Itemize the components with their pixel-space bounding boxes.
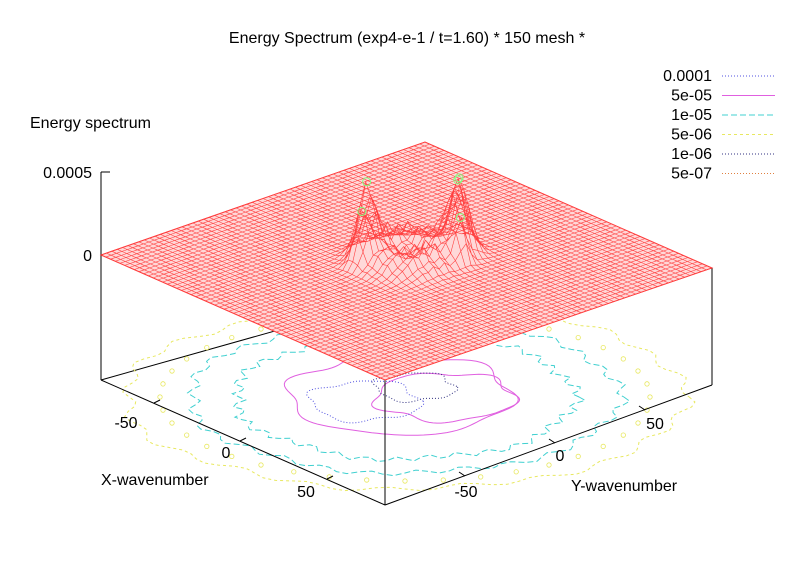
contour-island bbox=[635, 368, 641, 374]
contour-island bbox=[635, 420, 641, 426]
legend-label: 5e-06 bbox=[671, 127, 712, 144]
y-axis-label: Y-wavenumber bbox=[571, 478, 678, 495]
contour-island bbox=[229, 453, 235, 459]
surface-peak-tip bbox=[453, 175, 463, 185]
legend-label: 1e-05 bbox=[671, 107, 712, 124]
contour-island bbox=[620, 356, 626, 362]
contour-island bbox=[644, 381, 650, 387]
contour-island bbox=[204, 443, 210, 449]
contour-island bbox=[546, 462, 552, 468]
contour-island bbox=[478, 474, 484, 480]
surface-peak-tip bbox=[455, 213, 465, 222]
y-axis-tick bbox=[458, 471, 466, 477]
y-tick-label: 0 bbox=[556, 448, 565, 465]
contour-0.0001 bbox=[306, 380, 425, 424]
base-front-right-edge bbox=[384, 384, 713, 506]
x-axis-tick bbox=[153, 399, 161, 404]
contour-island bbox=[620, 432, 626, 438]
contour-island bbox=[546, 326, 552, 332]
contour-island bbox=[169, 368, 175, 374]
contour-island bbox=[513, 469, 519, 475]
surface-peak-tip bbox=[357, 206, 367, 216]
contour-5e-05 bbox=[283, 351, 519, 436]
box-front-frame bbox=[100, 268, 713, 506]
contour-island bbox=[291, 469, 297, 475]
chart-title: Energy Spectrum (exp4-e-1 / t=1.60) * 15… bbox=[229, 30, 585, 47]
contour-island bbox=[258, 462, 264, 468]
contour-island bbox=[184, 356, 190, 362]
x-axis-tick bbox=[239, 437, 247, 442]
legend-label: 1e-06 bbox=[671, 146, 712, 163]
z-tick-label: 0 bbox=[83, 248, 92, 265]
contour-island bbox=[647, 394, 653, 400]
base-front-left-edge bbox=[100, 379, 386, 506]
legend: 0.0001 5e-05 1e-05 5e-06 1e-06 5e-07 bbox=[663, 68, 775, 183]
z-axis-label: Energy spectrum bbox=[30, 115, 151, 132]
legend-label: 0.0001 bbox=[663, 68, 712, 85]
x-tick-label: -50 bbox=[114, 415, 137, 432]
x-axis-label: X-wavenumber bbox=[101, 472, 209, 489]
contour-island bbox=[169, 420, 175, 426]
contour-island bbox=[204, 344, 210, 351]
y-axis-tick bbox=[638, 405, 646, 411]
contour-island bbox=[160, 407, 166, 413]
contour-island bbox=[600, 443, 606, 449]
surface-peak-tip bbox=[362, 177, 372, 187]
contour-island bbox=[258, 326, 264, 332]
contour-island bbox=[364, 477, 370, 483]
x-axis-tick bbox=[326, 475, 334, 480]
contour-island bbox=[160, 381, 166, 387]
contour-island bbox=[402, 478, 408, 484]
legend-label: 5e-05 bbox=[671, 88, 712, 105]
y-axis-tick bbox=[548, 438, 556, 444]
y-tick-label: -50 bbox=[454, 484, 477, 501]
surface-mesh bbox=[100, 141, 713, 381]
contour-island bbox=[575, 334, 581, 341]
contour-island bbox=[440, 477, 446, 483]
x-tick-label: 50 bbox=[297, 484, 315, 501]
contour-island bbox=[229, 334, 235, 341]
contour-island bbox=[600, 344, 606, 351]
contour-5e-05 bbox=[371, 372, 521, 424]
legend-label: 5e-07 bbox=[671, 166, 712, 183]
contour-island bbox=[575, 453, 581, 459]
y-tick-label: 50 bbox=[646, 416, 664, 433]
surface-peak-tip bbox=[454, 173, 464, 183]
contour-island bbox=[157, 394, 163, 400]
x-tick-label: 0 bbox=[222, 445, 231, 462]
contour-island bbox=[184, 432, 190, 438]
z-tick-label: 0.0005 bbox=[43, 165, 92, 182]
energy-surface bbox=[99, 141, 714, 381]
